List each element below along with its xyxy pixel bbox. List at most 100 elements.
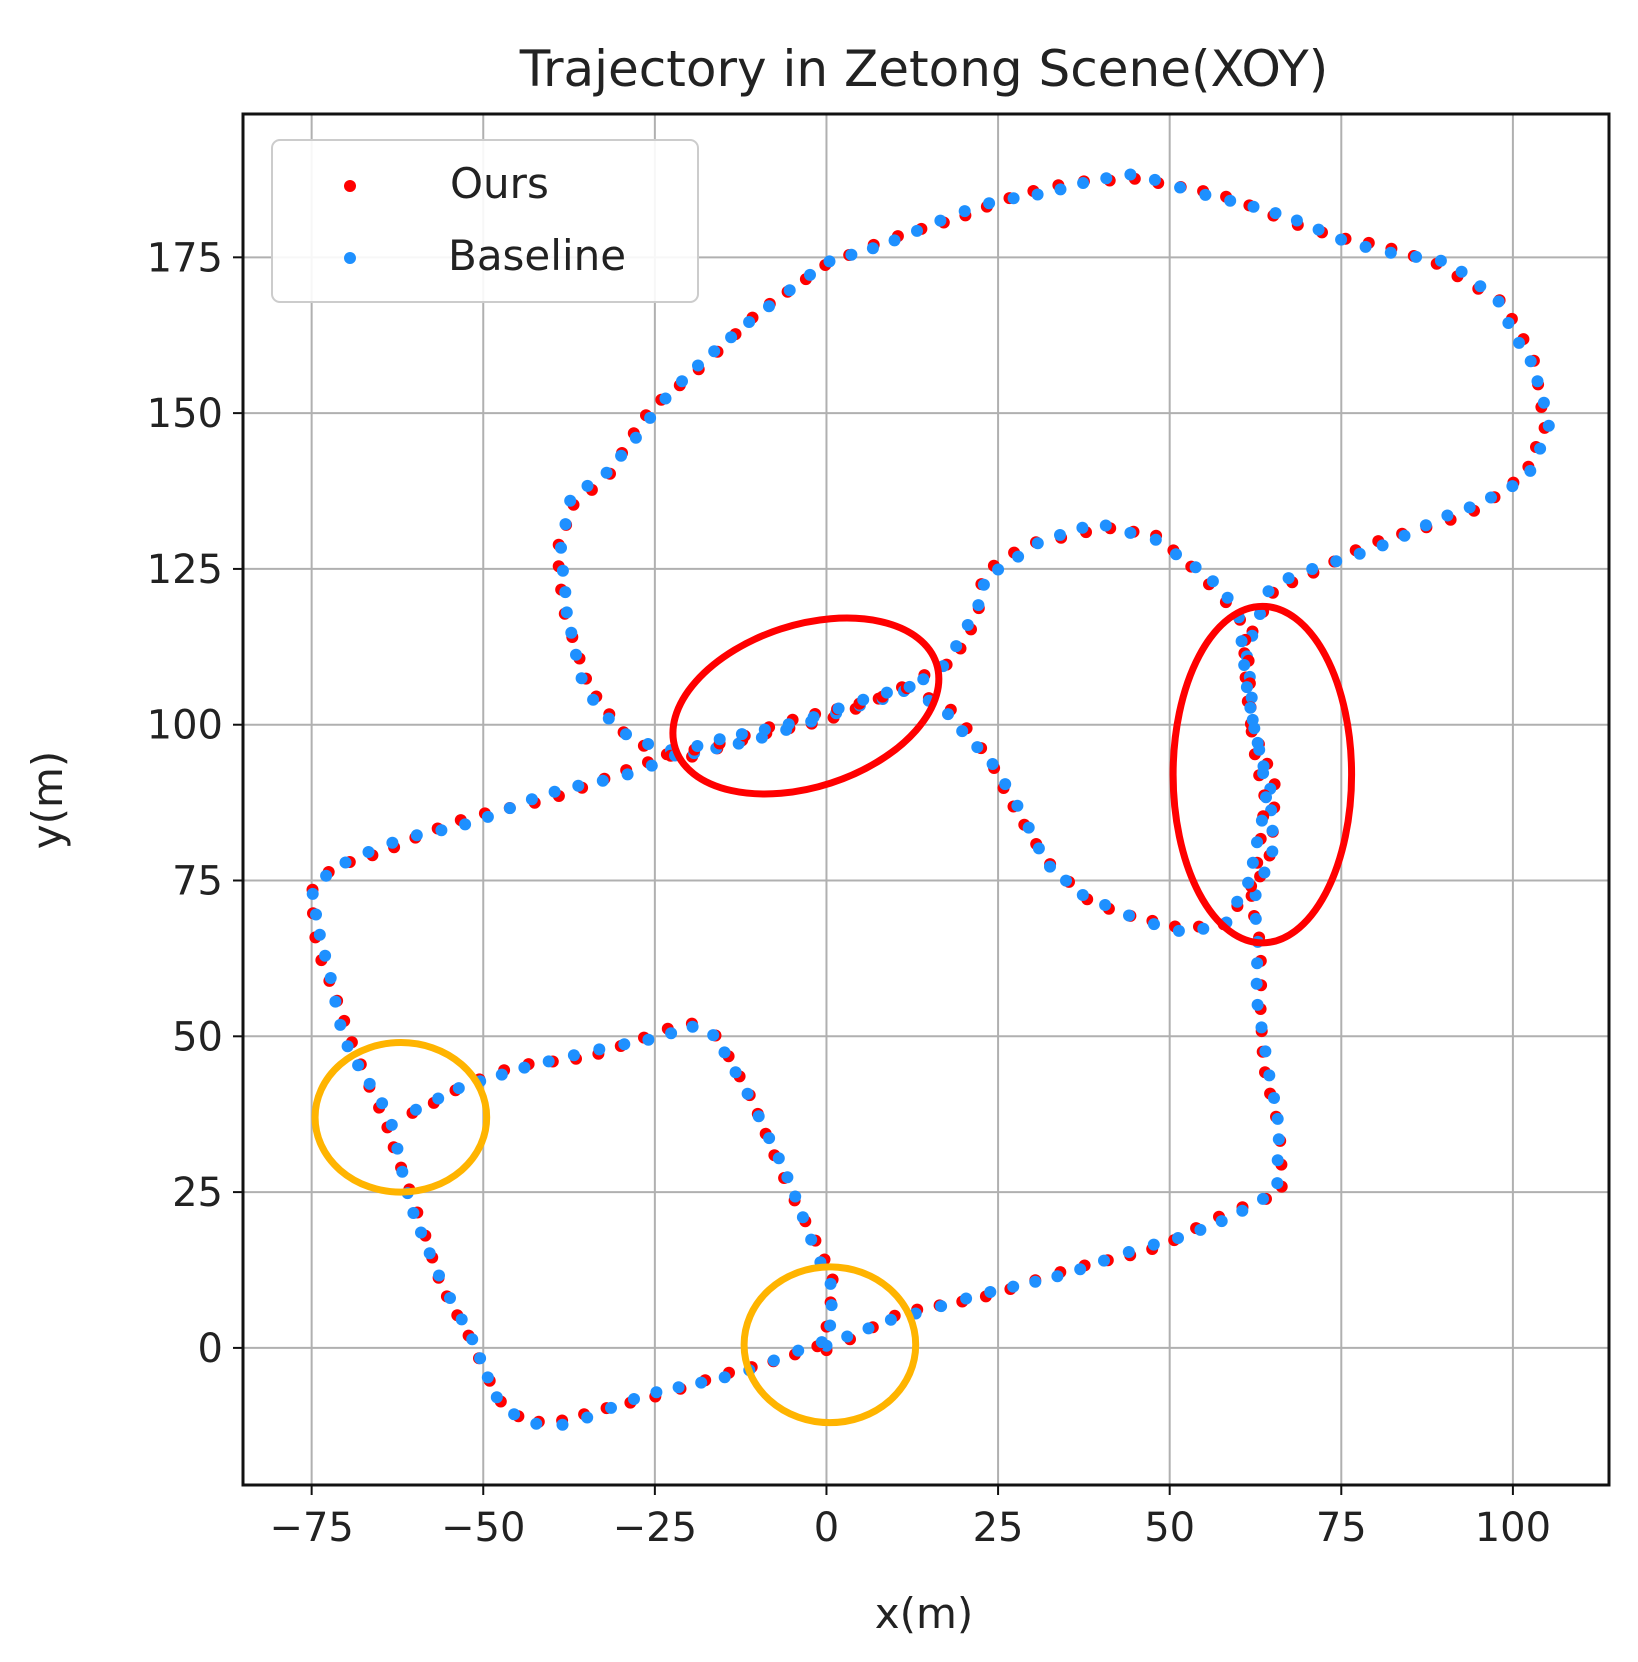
baseline-point [961, 619, 974, 631]
baseline-point [804, 268, 816, 281]
baseline-point [1011, 799, 1024, 812]
baseline-point [474, 1352, 487, 1365]
baseline-point [385, 1118, 398, 1131]
baseline-point [415, 1226, 427, 1239]
baseline-point [605, 1401, 617, 1414]
highlight-ellipses [311, 602, 1356, 1427]
baseline-point [1272, 1133, 1285, 1146]
baseline-point [1502, 317, 1515, 329]
baseline-point [324, 972, 337, 984]
baseline-point [983, 197, 996, 210]
baseline-point [650, 1386, 663, 1399]
baseline-point [391, 1142, 404, 1155]
baseline-point [718, 1046, 731, 1059]
baseline-point [352, 1059, 365, 1072]
baseline-point [642, 738, 655, 750]
legend-box [271, 139, 699, 303]
baseline-point [695, 1376, 708, 1389]
baseline-point [556, 564, 569, 577]
x-tick-label: 100 [1475, 1505, 1551, 1551]
baseline-point [707, 1029, 720, 1042]
baseline-point [363, 1077, 376, 1090]
baseline-point [986, 758, 999, 770]
baseline-point [1434, 254, 1447, 267]
baseline-point [644, 411, 657, 424]
baseline-point [824, 1319, 837, 1332]
baseline-point [783, 284, 796, 297]
baseline-point [692, 359, 704, 372]
baseline-point [1076, 521, 1089, 534]
baseline-point [525, 793, 538, 806]
baseline-point [1474, 280, 1487, 293]
baseline-point [1542, 419, 1555, 432]
baseline-point [1269, 207, 1282, 220]
x-tick-label: −25 [613, 1505, 697, 1551]
baseline-point [1007, 192, 1020, 205]
baseline-point [1531, 375, 1544, 388]
baseline-point [825, 1299, 838, 1312]
baseline-point [752, 1110, 765, 1123]
baseline-point [556, 1418, 569, 1431]
x-tick-label: 25 [973, 1505, 1024, 1551]
baseline-point [1384, 246, 1397, 259]
baseline-point [841, 1330, 854, 1343]
baseline-point [334, 1018, 347, 1031]
baseline-point [1189, 561, 1202, 574]
baseline-point [1513, 336, 1525, 349]
baseline-point [1022, 821, 1035, 834]
baseline-point [407, 1207, 420, 1219]
baseline-point [911, 224, 923, 237]
baseline-point [481, 1371, 494, 1384]
baseline-point [629, 431, 642, 444]
baseline-point [977, 578, 990, 591]
baseline-point [1524, 464, 1537, 477]
baseline-point [508, 1408, 521, 1421]
baseline-point [1174, 181, 1187, 194]
baseline-point [1248, 722, 1261, 735]
baseline-point [495, 1068, 508, 1081]
baseline-point [772, 1152, 785, 1165]
baseline-point [1260, 791, 1272, 804]
baseline-point [815, 1336, 828, 1349]
baseline-point [781, 1171, 794, 1184]
baseline-point [743, 316, 756, 328]
baseline-point [570, 648, 582, 661]
baseline-point [542, 1055, 555, 1068]
baseline-point [866, 242, 879, 255]
baseline-point [1359, 240, 1372, 253]
baseline-point [1076, 889, 1089, 901]
baseline-point [1124, 526, 1137, 539]
baseline-point [1250, 977, 1263, 990]
baseline-point [1123, 909, 1135, 922]
baseline-point [306, 887, 319, 900]
baseline-point [659, 392, 672, 405]
baseline-point [758, 723, 771, 736]
chart-title: Trajectory in Zetong Scene(XOY) [519, 40, 1328, 98]
baseline-point [805, 1233, 818, 1246]
baseline-point [1242, 876, 1255, 889]
baseline-point [1410, 250, 1423, 263]
baseline-point [1251, 957, 1264, 970]
baseline-point [1537, 396, 1550, 409]
baseline-point [1099, 899, 1112, 911]
baseline-point [1029, 1275, 1042, 1288]
legend: Ours Baseline [271, 139, 699, 303]
baseline-point [950, 640, 963, 653]
baseline-point [1253, 743, 1266, 756]
baseline-point [1060, 874, 1072, 887]
baseline-point [1251, 836, 1263, 849]
baseline-point [1054, 183, 1067, 196]
baseline-point [888, 234, 901, 247]
baseline-point [1353, 547, 1366, 560]
baseline-point [320, 869, 333, 882]
baseline-point [642, 1033, 655, 1046]
baseline-point [884, 1313, 897, 1326]
baseline-point [857, 693, 870, 706]
baseline-point [1235, 635, 1248, 648]
baseline-point [1259, 1045, 1272, 1058]
baseline-point [1247, 200, 1260, 213]
baseline-point [433, 1269, 445, 1282]
baseline-point [1054, 529, 1066, 541]
baseline-point [691, 740, 704, 752]
baseline-point [1398, 529, 1411, 542]
